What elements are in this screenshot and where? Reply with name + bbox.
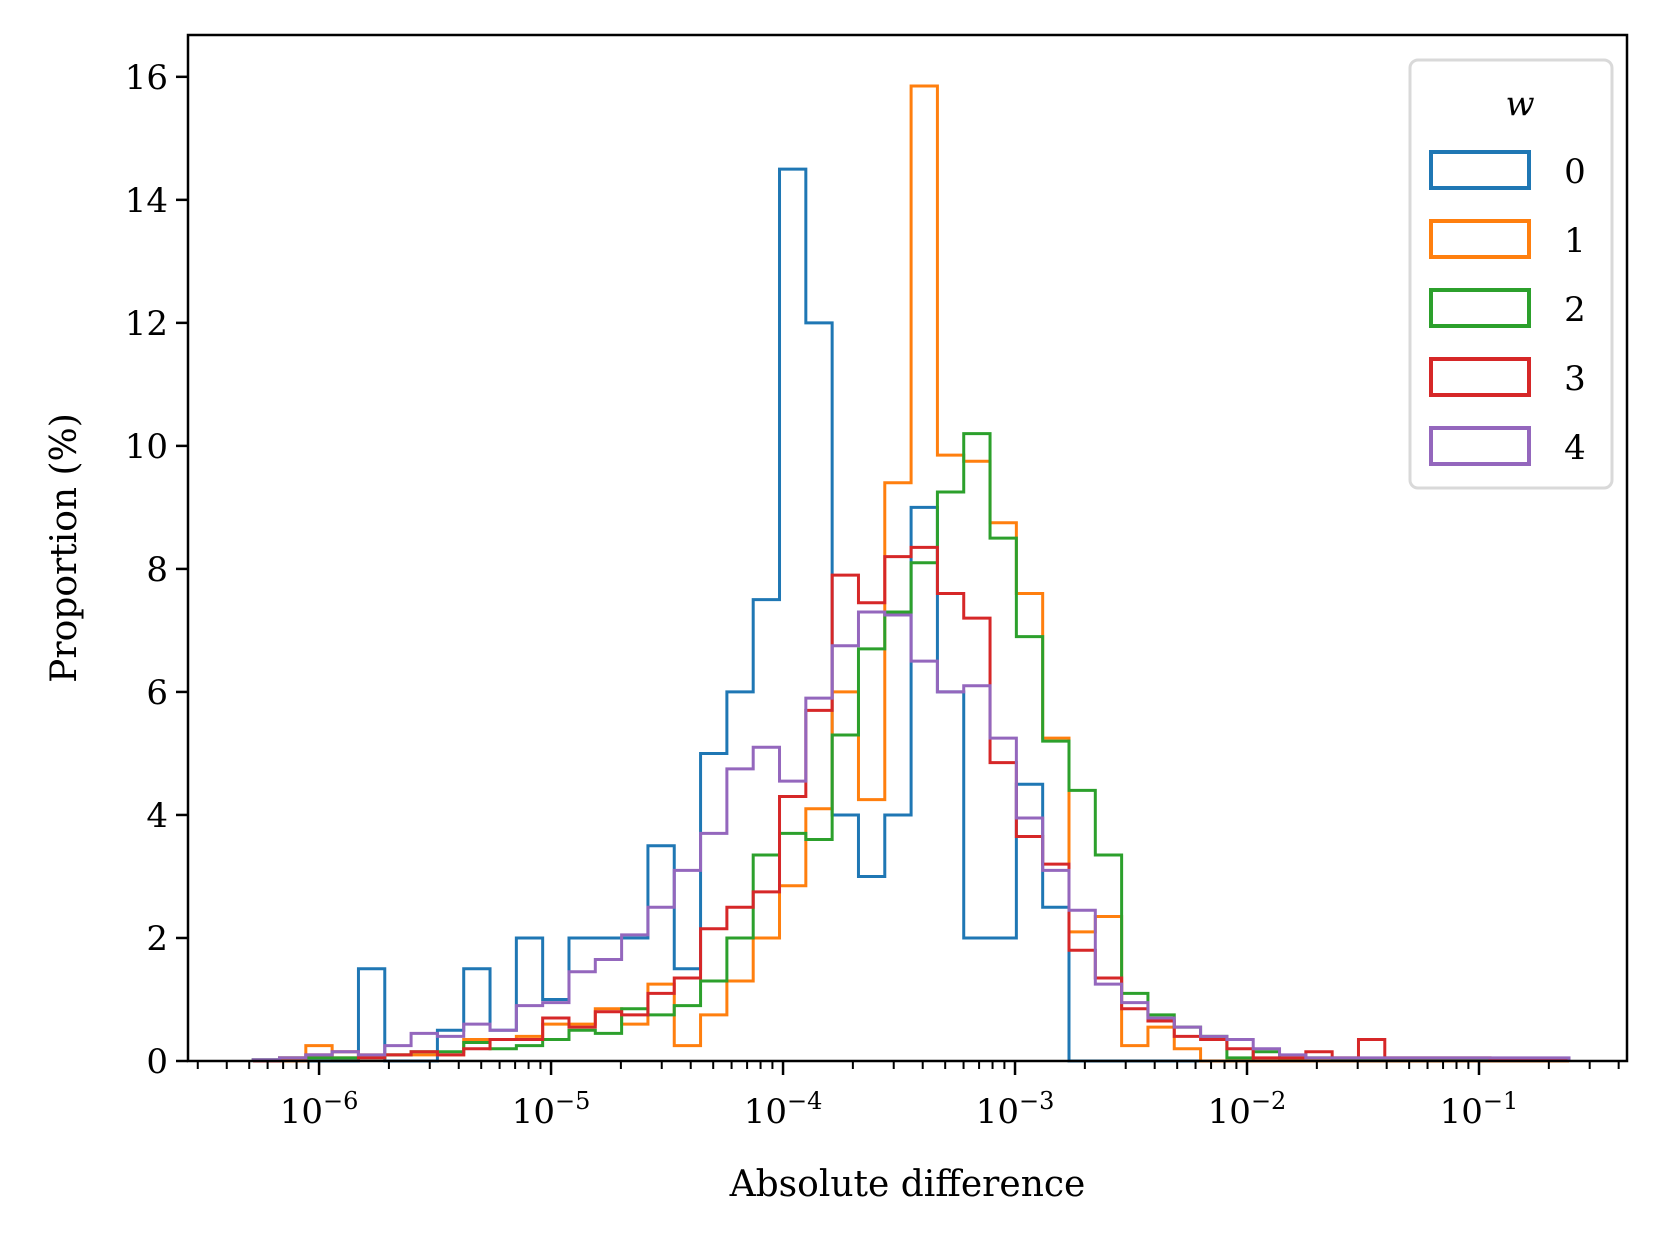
legend-label: 0: [1564, 152, 1586, 192]
y-tick-label: 10: [125, 427, 168, 467]
series-layer: [251, 84, 1571, 1063]
axes-frame: [186, 33, 1629, 1063]
y-tick-label: 6: [146, 673, 168, 713]
series-4-step: [251, 610, 1571, 1062]
legend-swatch: [1429, 219, 1531, 259]
legend-title: w: [1505, 84, 1534, 124]
y-tick-label: 0: [146, 1042, 168, 1082]
x-tick-label: 10−4: [744, 1087, 823, 1132]
legend-item-0: 0: [1429, 150, 1586, 192]
y-tick-label: 2: [146, 919, 168, 959]
legend-item-1: 1: [1429, 219, 1586, 261]
legend-items: 0 1 2 3 4: [1429, 150, 1586, 468]
x-axis-label: Absolute difference: [729, 1164, 1086, 1205]
x-tick-label: 10−2: [1208, 1087, 1287, 1132]
y-tick-label: 14: [125, 181, 168, 221]
y-tick-label: 16: [125, 58, 168, 98]
legend-item-4: 4: [1429, 426, 1586, 468]
legend-label: 1: [1564, 221, 1586, 261]
legend-label: 2: [1564, 290, 1586, 330]
legend-item-3: 3: [1429, 357, 1586, 399]
legend-swatch: [1429, 357, 1531, 397]
y-axis-label: Proportion (%): [44, 413, 85, 683]
legend-box: [1408, 58, 1614, 490]
x-tick-label: 10−1: [1440, 1087, 1519, 1132]
legend-swatch: [1429, 150, 1531, 190]
x-tick-label: 10−6: [280, 1087, 359, 1132]
legend-label: 3: [1564, 359, 1586, 399]
y-axis-ticks: 0 2 4 6 8 10 12 14 16: [125, 58, 188, 1082]
legend-label: 4: [1564, 428, 1586, 468]
legend-swatch: [1429, 288, 1531, 328]
legend-swatch: [1429, 426, 1531, 466]
y-tick-label: 4: [146, 796, 168, 836]
y-tick-label: 12: [125, 304, 168, 344]
legend-item-2: 2: [1429, 288, 1586, 330]
x-axis-ticks: 10−6 10−5 10−4 10−3 10−2 10−1: [196, 1061, 1620, 1132]
y-tick-label: 8: [146, 550, 168, 590]
legend: w 0 1 2 3 4: [1408, 58, 1614, 490]
x-tick-label: 10−5: [512, 1087, 591, 1132]
x-tick-label: 10−3: [976, 1087, 1055, 1132]
